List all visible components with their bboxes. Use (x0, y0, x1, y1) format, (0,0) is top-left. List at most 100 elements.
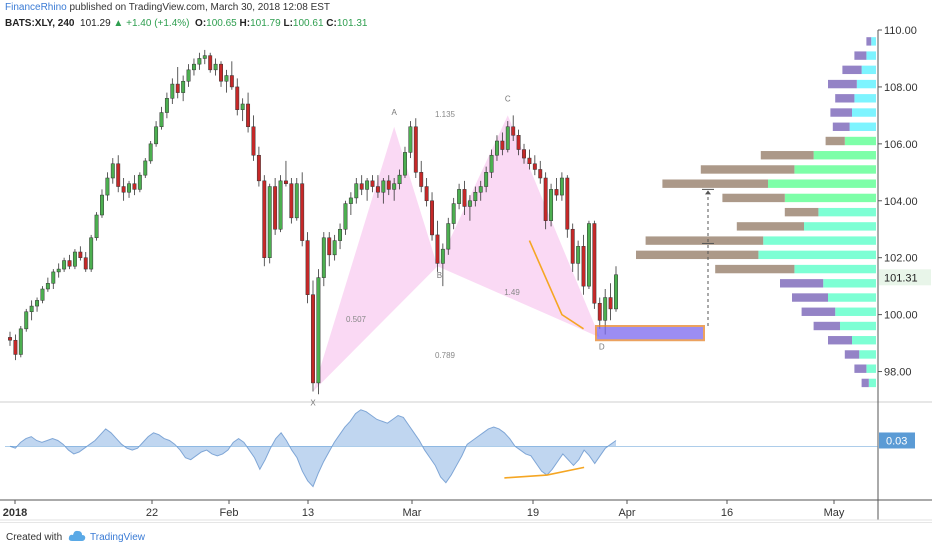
volume-profile-up-bar (859, 350, 876, 359)
candle-up (100, 194, 104, 216)
pattern-xab-triangle (313, 126, 438, 392)
tradingview-link[interactable]: TradingView (90, 532, 146, 543)
symbol-label: BATS:XLY, 240 (5, 18, 75, 29)
volume-profile-down-bar (828, 336, 852, 345)
candle-down (289, 183, 294, 219)
candle-up (408, 126, 413, 153)
volume-profile-down-bar (866, 37, 872, 46)
candle-down (305, 240, 310, 295)
volume-profile-down-bar (825, 136, 845, 146)
pattern-point-label: X (310, 398, 316, 407)
volume-profile-down-bar (830, 108, 852, 117)
candle-up (170, 83, 175, 99)
candle-down (67, 260, 72, 267)
author-name[interactable]: FinanceRhino (5, 2, 67, 13)
candle-up (586, 223, 591, 287)
high-label: H: (239, 18, 251, 29)
volume-profile-up-bar (818, 207, 876, 217)
candle-up (603, 297, 608, 321)
up-arrow-icon: ▲ (113, 18, 124, 29)
time-tick-label: 19 (527, 507, 539, 519)
candle-down (419, 172, 424, 187)
current-price-badge (879, 269, 931, 286)
published-text: published on TradingView.com, March 30, … (66, 2, 331, 13)
time-tick-label: Apr (618, 507, 635, 519)
volume-profile (636, 37, 876, 388)
oscillator-value-badge (879, 432, 915, 449)
pattern-point-label: A (391, 108, 397, 117)
price-pane[interactable] (5, 30, 878, 400)
candle-up (240, 103, 245, 110)
chart-header: FinanceRhino published on TradingView.co… (5, 2, 330, 13)
price-target-arrow-icon (705, 190, 711, 195)
candle-down (386, 180, 391, 190)
candle-down (300, 183, 305, 241)
candle-down (532, 163, 537, 170)
price-chart[interactable]: X A B C D 0.507 0.789 1.135 1.49 101.31 0.03 110… (0, 0, 932, 522)
candle-down (219, 63, 223, 82)
high-value: 101.79 (250, 18, 281, 29)
volume-profile-down-bar (854, 364, 867, 373)
candle-up (397, 174, 402, 184)
candle-up (143, 160, 148, 176)
price-tick-label: 100.00 (884, 310, 918, 322)
candle-down (516, 135, 521, 150)
candle-up (343, 203, 348, 230)
candle-up (467, 200, 472, 207)
volume-profile-down-bar (645, 236, 764, 245)
candle-up (348, 197, 353, 204)
candle-up (197, 58, 202, 65)
candle-up (148, 143, 153, 162)
candle-up (45, 283, 50, 290)
volume-profile-down-bar (722, 193, 785, 203)
candle-up (35, 300, 40, 307)
pattern-ratio-label: 0.507 (346, 315, 367, 324)
volume-profile-down-bar (736, 222, 804, 231)
candle-up (495, 140, 499, 156)
candle-down (311, 294, 315, 384)
candle-up (159, 112, 164, 128)
low-label: L: (283, 18, 293, 29)
candle-up (457, 189, 462, 204)
candle-down (424, 186, 429, 202)
candle-up (51, 271, 56, 284)
price-tick-label: 98.00 (884, 367, 912, 379)
candle-down (8, 337, 12, 341)
candle-down (251, 126, 256, 156)
price-tick-label: 102.00 (884, 253, 918, 265)
candle-down (83, 257, 88, 270)
candle-down (208, 55, 213, 71)
candle-down (121, 186, 126, 193)
candle-up (332, 240, 337, 256)
time-tick-label: 13 (302, 507, 314, 519)
volume-profile-down-bar (842, 65, 862, 75)
candle-up (489, 154, 494, 173)
candle-down (256, 154, 261, 182)
volume-profile-up-bar (794, 165, 876, 174)
divergence-oscillator-line (504, 466, 585, 479)
candle-down (175, 83, 180, 93)
candle-up (549, 189, 554, 221)
pattern-point-label: D (599, 342, 605, 351)
volume-profile-up-bar (861, 65, 876, 75)
volume-profile-down-bar (662, 179, 768, 188)
candle-up (105, 177, 110, 196)
volume-profile-up-bar (823, 279, 876, 288)
time-tick-label: Mar (403, 507, 422, 519)
annotations: 101.31 (528, 188, 931, 342)
close-label: C: (326, 18, 337, 29)
oscillator-area (10, 409, 616, 487)
target-zone-box (595, 325, 705, 342)
footer: Created with TradingView (0, 522, 932, 551)
volume-profile-up-bar (804, 222, 876, 231)
candle-down (565, 177, 570, 230)
candle-up (354, 183, 359, 199)
candle-down (435, 234, 440, 264)
candle-down (229, 75, 234, 88)
candle-up (392, 183, 397, 190)
volume-profile-up-bar (866, 51, 876, 60)
candle-down (430, 200, 434, 236)
candle-up (202, 55, 207, 59)
close-value: 101.31 (336, 18, 368, 29)
candle-up (321, 237, 326, 278)
